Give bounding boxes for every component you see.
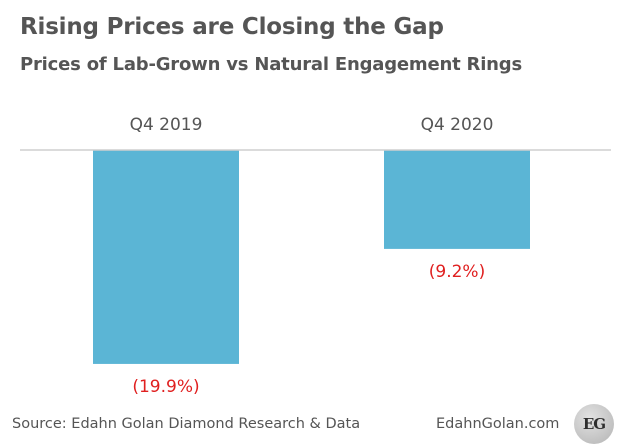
category-label-q4-2020: Q4 2020: [421, 115, 494, 135]
data-label-q4-2019: (19.9%): [132, 377, 199, 397]
bar-chart: Q4 2019 (19.9%) Q4 2020 (9.2%): [20, 115, 611, 397]
brand-logo: EG: [574, 404, 614, 444]
bar-q4-2019: [93, 150, 239, 364]
chart-title: Rising Prices are Closing the Gap: [20, 14, 444, 40]
category-label-q4-2019: Q4 2019: [130, 115, 203, 135]
bar-q4-2020: [384, 150, 530, 249]
data-label-q4-2020: (9.2%): [429, 262, 485, 282]
chart-subtitle: Prices of Lab-Grown vs Natural Engagemen…: [20, 54, 522, 75]
website-link[interactable]: EdahnGolan.com: [436, 416, 560, 432]
source-note: Source: Edahn Golan Diamond Research & D…: [12, 416, 361, 432]
logo-text: EG: [582, 415, 606, 433]
